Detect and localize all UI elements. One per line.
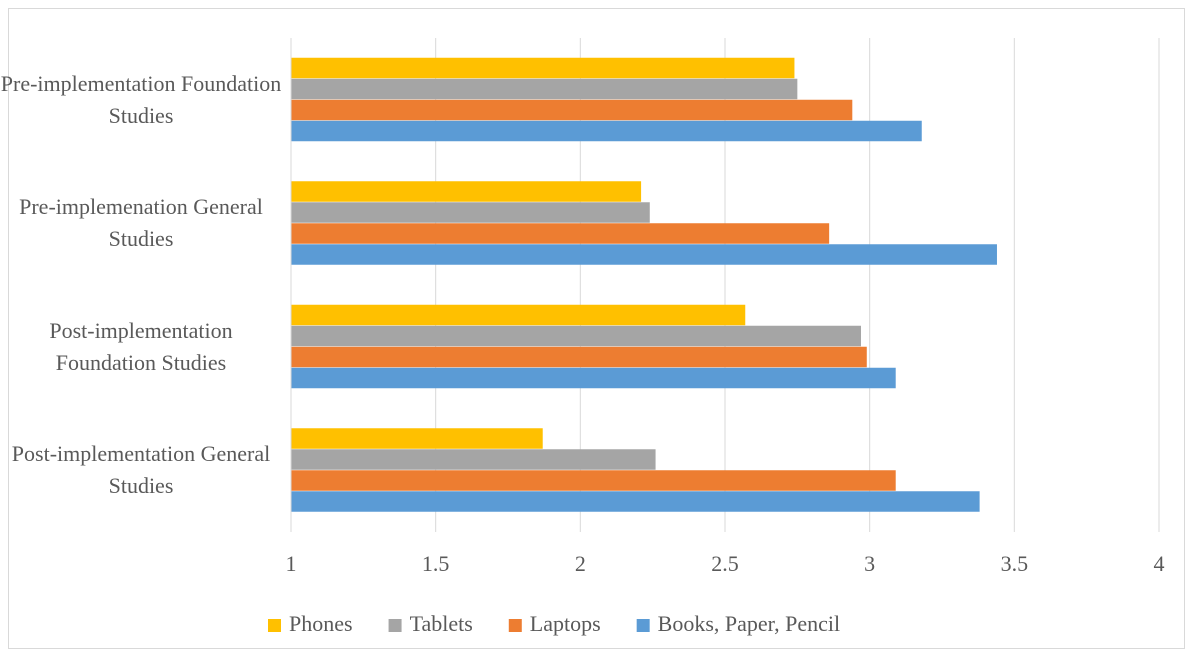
bar [291, 449, 656, 470]
legend-label: Books, Paper, Pencil [658, 611, 840, 636]
bar [291, 304, 746, 326]
legend-label: Phones [289, 611, 353, 636]
x-tick-label: 1 [286, 551, 297, 576]
x-tick-label: 3.5 [1001, 551, 1029, 576]
bar [291, 99, 853, 121]
bar [291, 181, 642, 202]
y-tick-label: Pre-implementation Foundation Studies [0, 70, 282, 128]
legend-swatch [388, 619, 402, 632]
bar [291, 470, 896, 491]
legend-label: Laptops [530, 611, 601, 636]
legend-swatch [508, 619, 522, 632]
y-tick-label: Post-implementation Foundation Studies [49, 317, 233, 375]
bar [291, 57, 795, 79]
bar [291, 491, 980, 512]
bar [291, 120, 922, 142]
x-tick-label: 3 [864, 551, 875, 576]
bar [291, 244, 997, 265]
legend-label: Tablets [410, 611, 473, 636]
x-tick-label: 1.5 [422, 551, 450, 576]
x-tick-label: 2.5 [711, 551, 739, 576]
bar [291, 367, 896, 389]
bar [291, 223, 830, 244]
legend-swatch [268, 619, 281, 632]
y-tick-label: Pre-implemenation General Studies [19, 194, 263, 252]
legend-swatch [636, 619, 650, 632]
bar [291, 78, 798, 100]
bar [291, 325, 861, 347]
x-tick-label: 4 [1154, 551, 1165, 576]
bar [291, 428, 543, 449]
bar [291, 346, 867, 368]
bar [291, 202, 650, 223]
x-tick-label: 2 [575, 551, 586, 576]
y-tick-label: Post-implementation General Studies [11, 441, 271, 499]
